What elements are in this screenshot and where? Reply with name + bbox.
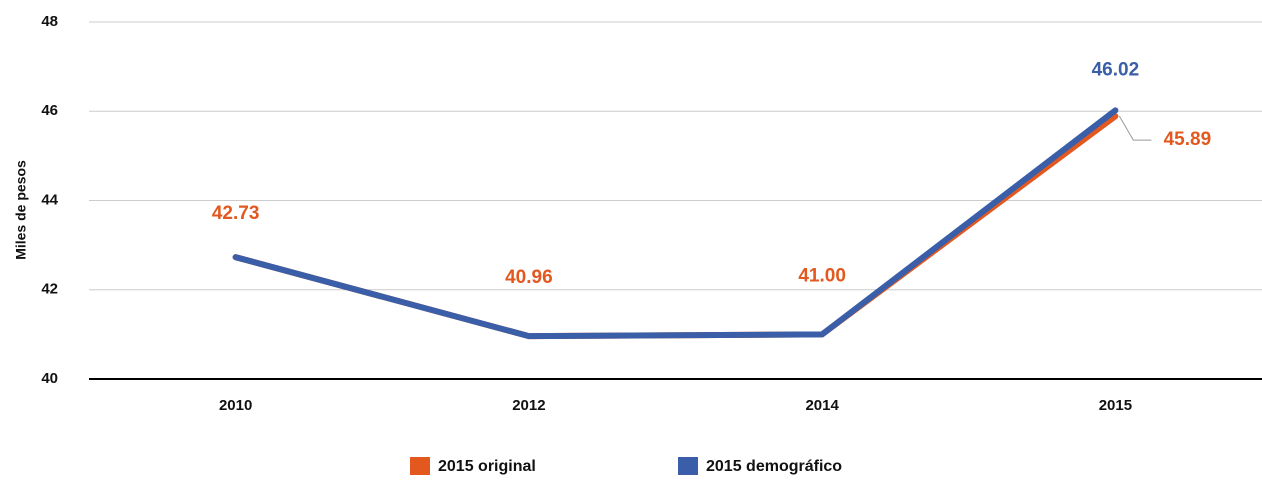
legend-swatch [410,457,430,475]
data-label: 46.02 [1092,59,1140,80]
data-label: 42.73 [212,203,260,224]
y-tick-label: 44 [41,191,58,208]
line [232,113,1119,340]
legend-swatch [678,457,698,475]
y-tick-label: 46 [41,102,58,119]
y-tick-label: 42 [41,281,58,298]
x-tick-label: 2015 [1099,397,1132,414]
legend-label: 2015 original [438,458,536,475]
data-label: 41.00 [798,265,846,286]
y-axis-label: Miles de pesos [13,160,29,260]
data-label: 40.96 [505,267,553,288]
x-tick-label: 2010 [219,397,252,414]
leader-line [1118,115,1152,141]
legend-label: 2015 demográfico [706,458,842,475]
y-tick-label: 48 [41,13,58,30]
y-tick-label: 40 [41,370,58,387]
x-tick-label: 2014 [805,397,839,414]
data-label: 45.89 [1164,129,1212,150]
line [232,107,1119,340]
x-tick-label: 2012 [512,397,545,414]
